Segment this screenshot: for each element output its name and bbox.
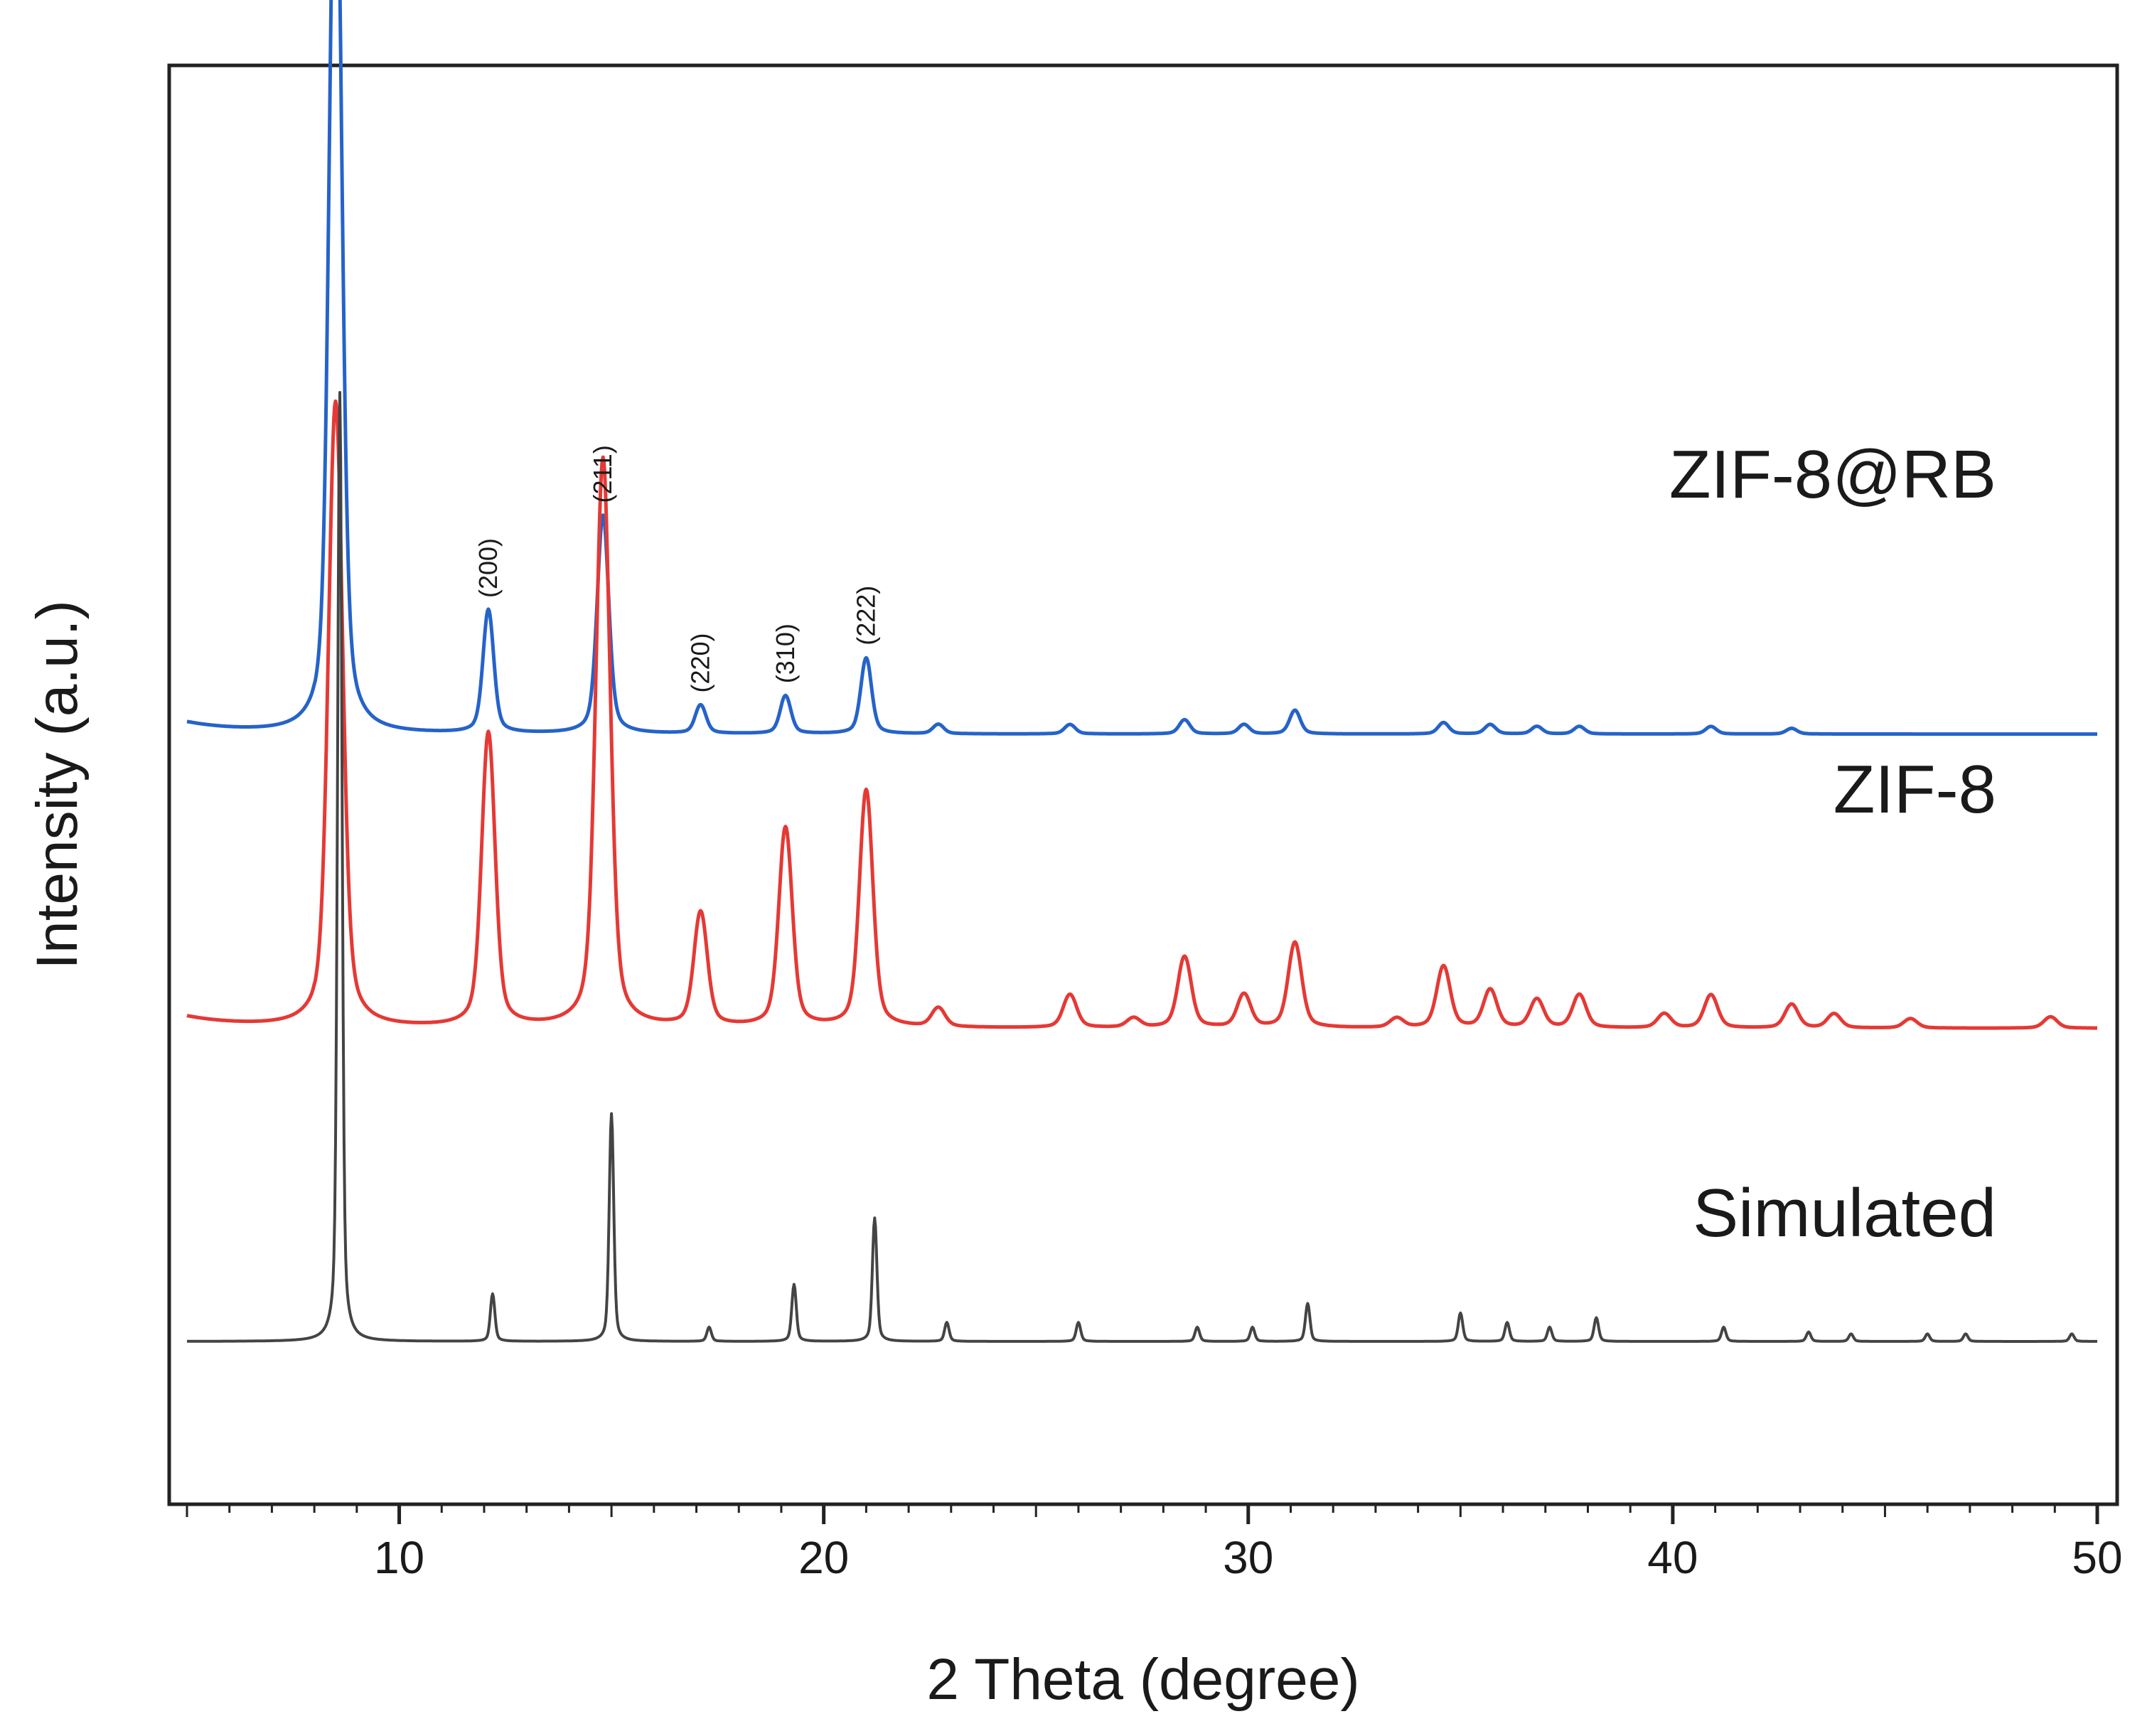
series-line-zif-8 — [186, 399, 2099, 1030]
peak-label: (220) — [686, 633, 715, 693]
x-tick-label: 10 — [374, 1532, 424, 1583]
x-tick-label: 30 — [1223, 1532, 1273, 1583]
peak-label: (211) — [588, 445, 617, 503]
y-axis-title: Intensity (a.u.) — [25, 600, 90, 970]
series-line-simulated — [186, 391, 2098, 1343]
series-label-zif-8: ZIF-8 — [1834, 751, 1996, 827]
series-line-zif-8-rb — [186, 0, 2099, 736]
peak-annotations: (110)(200)(211)(220)(310)(222) — [473, 445, 880, 693]
x-axis-ticks: 10 20 30 40 50 — [186, 1504, 2123, 1583]
series-labels: ZIF-8@RB ZIF-8 Simulated — [1669, 436, 1996, 1251]
x-tick-label: 20 — [798, 1532, 849, 1583]
x-tick-label: 50 — [2072, 1532, 2122, 1583]
x-tick-label: 40 — [1647, 1532, 1698, 1583]
series-layer — [186, 0, 2099, 1343]
peak-label: (222) — [851, 586, 880, 645]
series-label-zif-8-rb: ZIF-8@RB — [1669, 436, 1996, 513]
series-label-simulated: Simulated — [1693, 1175, 1996, 1251]
peak-label: (200) — [473, 538, 503, 598]
x-axis-title: 2 Theta (degree) — [926, 1647, 1359, 1712]
plot-frame — [167, 63, 2119, 1506]
peak-label: (310) — [771, 623, 800, 683]
